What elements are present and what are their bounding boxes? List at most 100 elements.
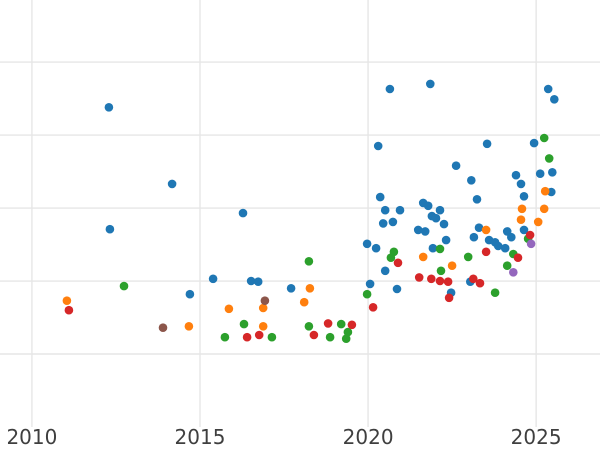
data-point-blue — [519, 192, 529, 201]
data-point-green — [341, 334, 351, 344]
data-point-green — [362, 289, 372, 299]
data-point-blue — [550, 95, 559, 104]
data-point-blue — [395, 205, 405, 215]
data-point-blue — [435, 205, 445, 215]
data-point-blue — [238, 208, 248, 218]
data-point-blue — [413, 225, 423, 235]
data-point-blue — [371, 243, 381, 253]
data-point-blue — [507, 232, 516, 242]
data-point-blue — [469, 232, 479, 242]
data-point-blue — [420, 227, 430, 236]
data-point-green — [239, 319, 249, 329]
data-point-blue — [208, 274, 218, 284]
data-point-green — [220, 332, 230, 342]
data-point-green — [436, 266, 446, 276]
data-point-orange — [481, 225, 491, 235]
data-point-green — [119, 281, 129, 291]
data-point-red — [254, 330, 264, 340]
data-point-blue — [428, 243, 438, 253]
data-point-red — [347, 320, 357, 330]
data-point-blue — [431, 213, 441, 223]
data-point-blue — [439, 219, 449, 229]
data-point-orange — [533, 217, 543, 227]
data-point-blue — [380, 266, 390, 276]
data-point-blue — [362, 239, 372, 249]
data-point-blue — [548, 168, 557, 177]
data-point-purple — [526, 239, 536, 249]
data-point-green — [490, 288, 500, 298]
data-point-green — [336, 319, 346, 329]
data-point-red — [525, 230, 535, 240]
data-point-blue — [516, 179, 526, 189]
data-point-orange — [184, 322, 194, 331]
data-point-blue — [378, 219, 388, 228]
data-point-green — [544, 154, 554, 163]
data-point-blue — [104, 103, 114, 112]
data-point-blue — [467, 176, 476, 185]
data-point-orange — [418, 252, 428, 262]
data-point-blue — [511, 170, 521, 180]
data-point-red — [469, 274, 478, 284]
data-point-blue — [482, 139, 492, 149]
data-point-red — [323, 319, 333, 328]
data-point-red — [475, 278, 485, 288]
data-point-blue — [388, 217, 398, 227]
data-point-blue — [253, 277, 263, 287]
data-point-blue — [493, 241, 503, 251]
data-point-red — [444, 293, 454, 303]
x-tick-label: 2010 — [6, 425, 57, 449]
data-point-green — [502, 261, 512, 271]
data-point-red — [242, 332, 252, 342]
data-point-blue — [426, 79, 435, 89]
data-point-orange — [258, 303, 268, 313]
data-point-orange — [258, 322, 268, 331]
data-point-blue — [365, 279, 375, 289]
data-point-blue — [472, 195, 482, 204]
x-tick-label: 2015 — [175, 425, 226, 449]
data-point-blue — [105, 224, 115, 234]
data-point-blue — [441, 235, 451, 245]
data-point-green — [463, 252, 473, 262]
data-point-green — [325, 332, 335, 342]
data-point-blue — [185, 289, 195, 299]
data-point-red — [64, 305, 74, 315]
x-tick-label: 2020 — [343, 425, 394, 449]
data-point-blue — [474, 223, 484, 232]
data-point-blue — [500, 243, 510, 253]
data-point-red — [443, 277, 453, 287]
data-point-red — [435, 276, 445, 286]
data-point-blue — [375, 192, 385, 202]
data-point-red — [309, 330, 319, 340]
data-point-orange — [539, 204, 549, 214]
data-point-orange — [517, 204, 527, 214]
data-point-brown — [260, 296, 270, 306]
x-tick-label: 2025 — [511, 425, 562, 449]
data-point-orange — [62, 296, 72, 306]
data-point-blue — [535, 169, 545, 178]
data-point-blue — [519, 225, 529, 235]
data-point-red — [513, 253, 523, 262]
data-point-orange — [224, 304, 234, 314]
data-point-blue — [451, 161, 461, 170]
data-point-orange — [305, 284, 315, 293]
data-point-green — [539, 133, 549, 143]
data-point-blue — [380, 205, 390, 215]
data-point-red — [393, 258, 403, 268]
data-point-brown — [158, 323, 168, 333]
data-point-green — [343, 327, 353, 337]
data-point-purple — [509, 268, 518, 277]
data-point-blue — [543, 84, 553, 94]
data-point-green — [435, 244, 445, 254]
data-point-red — [414, 273, 424, 282]
data-point-blue — [286, 284, 296, 293]
data-point-orange — [516, 215, 526, 224]
data-point-green — [304, 322, 314, 331]
data-point-blue — [246, 276, 256, 286]
data-point-green — [304, 257, 314, 266]
data-point-blue — [423, 201, 433, 211]
data-point-blue — [385, 84, 395, 94]
data-point-blue — [373, 141, 383, 151]
data-point-blue — [392, 284, 402, 294]
